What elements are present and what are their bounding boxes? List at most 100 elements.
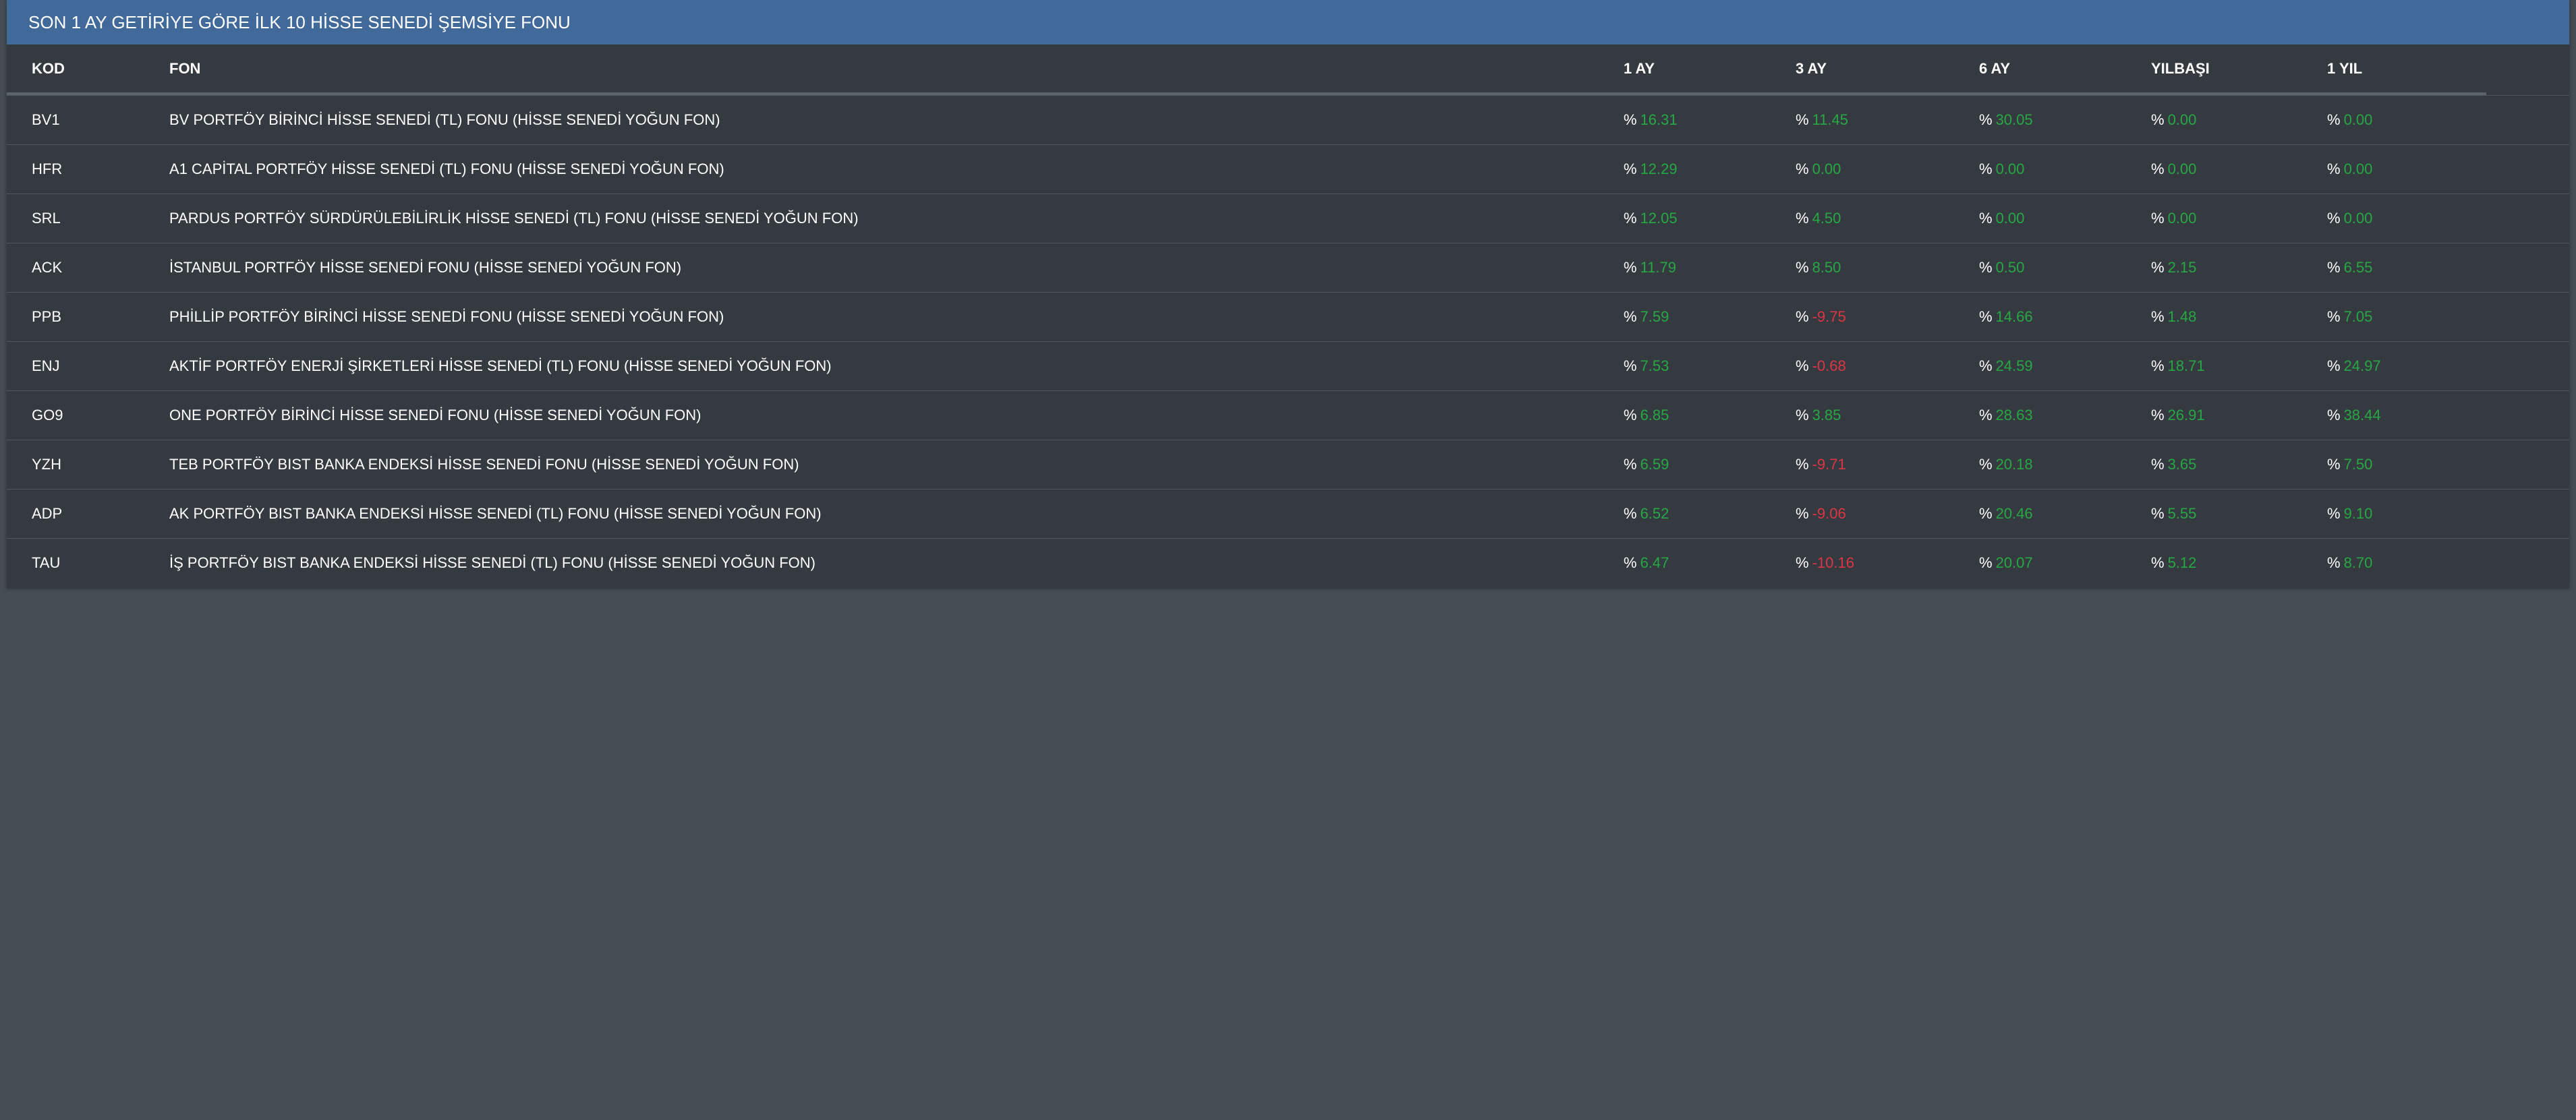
return-value: 30.05	[1995, 111, 2033, 128]
fund-code[interactable]: GO9	[32, 407, 63, 423]
return-yilbasi: % 2.15	[2151, 243, 2196, 292]
return-value: 7.50	[2343, 456, 2373, 473]
percent-sign: %	[2327, 111, 2341, 128]
fund-name[interactable]: PHİLLİP PORTFÖY BİRİNCİ HİSSE SENEDİ FON…	[169, 308, 724, 325]
column-header-fon[interactable]: FON	[169, 59, 201, 77]
return-value: 8.50	[1812, 259, 1841, 276]
return-value: 0.00	[1812, 160, 1841, 177]
fund-code[interactable]: TAU	[32, 554, 61, 571]
return-6-ay: % 20.07	[1979, 539, 2033, 587]
table-row[interactable]: ENJ AKTİF PORTFÖY ENERJİ ŞİRKETLERİ HİSSE…	[7, 341, 2569, 390]
column-header-1-yil[interactable]: 1 YIL	[2327, 59, 2363, 77]
return-value: 0.00	[2343, 111, 2373, 128]
return-1-yil: % 9.10	[2327, 490, 2372, 538]
percent-sign: %	[1796, 456, 1809, 473]
fund-name[interactable]: BV PORTFÖY BİRİNCİ HİSSE SENEDİ (TL) FON…	[169, 111, 720, 128]
table-row[interactable]: TAU İŞ PORTFÖY BIST BANKA ENDEKSİ HİSSE S…	[7, 538, 2569, 587]
percent-sign: %	[1979, 357, 1993, 374]
fund-name[interactable]: AKTİF PORTFÖY ENERJİ ŞİRKETLERİ HİSSE SE…	[169, 357, 832, 374]
return-1-ay: % 12.05	[1624, 194, 1678, 243]
return-value: 20.18	[1995, 456, 2033, 473]
column-header-3-ay[interactable]: 3 AY	[1796, 59, 1827, 77]
return-3-ay: % 11.45	[1796, 96, 1848, 144]
table-body: BV1 BV PORTFÖY BİRİNCİ HİSSE SENEDİ (TL) …	[7, 95, 2569, 587]
percent-sign: %	[1624, 357, 1637, 374]
return-3-ay: % 4.50	[1796, 194, 1841, 243]
column-header-6-ay[interactable]: 6 AY	[1979, 59, 2011, 77]
fund-code[interactable]: PPB	[32, 308, 62, 325]
return-3-ay: % 3.85	[1796, 391, 1841, 440]
return-yilbasi: % 0.00	[2151, 145, 2196, 194]
return-value: 16.31	[1640, 111, 1678, 128]
percent-sign: %	[1979, 259, 1993, 276]
table-row[interactable]: YZH TEB PORTFÖY BIST BANKA ENDEKSİ HİSSE …	[7, 440, 2569, 489]
return-value: 6.59	[1640, 456, 1669, 473]
return-yilbasi: % 18.71	[2151, 342, 2205, 390]
fund-code[interactable]: ENJ	[32, 357, 60, 374]
return-value: 28.63	[1995, 407, 2033, 423]
return-1-ay: % 12.29	[1624, 145, 1678, 194]
fund-code[interactable]: ACK	[32, 259, 63, 276]
fund-code[interactable]: ADP	[32, 505, 63, 522]
return-value: 0.00	[1995, 210, 2025, 227]
fund-name[interactable]: PARDUS PORTFÖY SÜRDÜRÜLEBİLİRLİK HİSSE S…	[169, 210, 859, 227]
percent-sign: %	[1979, 160, 1993, 177]
column-header-1-ay[interactable]: 1 AY	[1624, 59, 1655, 77]
percent-sign: %	[2151, 259, 2165, 276]
fund-code[interactable]: SRL	[32, 210, 61, 227]
return-1-yil: % 6.55	[2327, 243, 2372, 292]
fund-code[interactable]: BV1	[32, 111, 60, 128]
return-yilbasi: % 3.65	[2151, 440, 2196, 489]
table-row[interactable]: HFR A1 CAPİTAL PORTFÖY HİSSE SENEDİ (TL) …	[7, 144, 2569, 194]
table-row[interactable]: PPB PHİLLİP PORTFÖY BİRİNCİ HİSSE SENEDİ …	[7, 292, 2569, 341]
fund-code[interactable]: YZH	[32, 456, 61, 473]
return-3-ay: % -10.16	[1796, 539, 1854, 587]
return-yilbasi: % 1.48	[2151, 293, 2196, 341]
return-1-yil: % 0.00	[2327, 145, 2372, 194]
fund-name[interactable]: İSTANBUL PORTFÖY HİSSE SENEDİ FONU (HİSS…	[169, 259, 682, 276]
fund-name[interactable]: A1 CAPİTAL PORTFÖY HİSSE SENEDİ (TL) FON…	[169, 160, 724, 177]
percent-sign: %	[1796, 357, 1809, 374]
table-row[interactable]: ADP AK PORTFÖY BIST BANKA ENDEKSİ HİSSE S…	[7, 489, 2569, 538]
percent-sign: %	[2327, 407, 2341, 423]
return-value: 1.48	[2167, 308, 2197, 325]
table-row[interactable]: BV1 BV PORTFÖY BİRİNCİ HİSSE SENEDİ (TL) …	[7, 95, 2569, 144]
return-3-ay: % 8.50	[1796, 243, 1841, 292]
return-yilbasi: % 0.00	[2151, 96, 2196, 144]
return-value: 6.52	[1640, 505, 1669, 522]
percent-sign: %	[1796, 160, 1809, 177]
return-value: 20.07	[1995, 554, 2033, 571]
percent-sign: %	[2327, 456, 2341, 473]
return-value: 0.00	[2167, 160, 2197, 177]
percent-sign: %	[1796, 407, 1809, 423]
fund-name[interactable]: TEB PORTFÖY BIST BANKA ENDEKSİ HİSSE SEN…	[169, 456, 799, 473]
return-1-yil: % 8.70	[2327, 539, 2372, 587]
percent-sign: %	[2151, 308, 2165, 325]
table-row[interactable]: SRL PARDUS PORTFÖY SÜRDÜRÜLEBİLİRLİK HİSS…	[7, 194, 2569, 243]
return-yilbasi: % 0.00	[2151, 194, 2196, 243]
return-value: 11.79	[1640, 259, 1676, 276]
fund-name[interactable]: ONE PORTFÖY BİRİNCİ HİSSE SENEDİ FONU (H…	[169, 407, 702, 423]
fund-name[interactable]: İŞ PORTFÖY BIST BANKA ENDEKSİ HİSSE SENE…	[169, 554, 816, 571]
return-1-yil: % 7.50	[2327, 440, 2372, 489]
return-yilbasi: % 5.12	[2151, 539, 2196, 587]
fund-table: KOD FON 1 AY 3 AY 6 AY YILBAŞI 1 YIL BV1…	[7, 45, 2569, 587]
return-6-ay: % 30.05	[1979, 96, 2033, 144]
percent-sign: %	[1979, 505, 1993, 522]
percent-sign: %	[1796, 111, 1809, 128]
table-row[interactable]: GO9 ONE PORTFÖY BİRİNCİ HİSSE SENEDİ FONU…	[7, 390, 2569, 440]
return-value: 9.10	[2343, 505, 2373, 522]
percent-sign: %	[1979, 210, 1993, 227]
percent-sign: %	[1796, 554, 1809, 571]
table-row[interactable]: ACK İSTANBUL PORTFÖY HİSSE SENEDİ FONU (H…	[7, 243, 2569, 292]
column-header-yilbasi[interactable]: YILBAŞI	[2151, 59, 2210, 77]
return-3-ay: % -9.71	[1796, 440, 1846, 489]
return-6-ay: % 24.59	[1979, 342, 2033, 390]
return-1-ay: % 6.85	[1624, 391, 1669, 440]
fund-code[interactable]: HFR	[32, 160, 63, 177]
percent-sign: %	[1979, 554, 1993, 571]
return-value: 8.70	[2343, 554, 2373, 571]
return-value: 4.50	[1812, 210, 1841, 227]
column-header-kod[interactable]: KOD	[32, 59, 65, 77]
fund-name[interactable]: AK PORTFÖY BIST BANKA ENDEKSİ HİSSE SENE…	[169, 505, 822, 522]
